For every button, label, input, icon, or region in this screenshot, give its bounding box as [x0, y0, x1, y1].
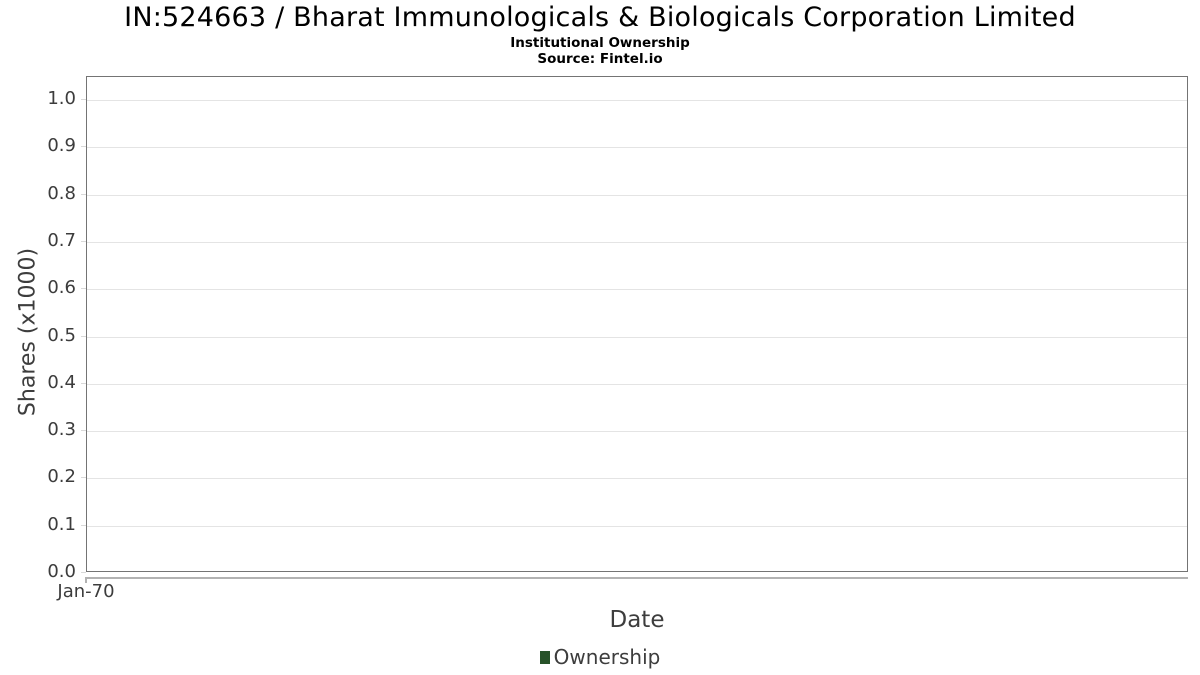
- y-tick-mark: [81, 193, 86, 195]
- y-tick-mark: [81, 240, 86, 242]
- legend-label-ownership: Ownership: [553, 645, 661, 669]
- y-tick-mark: [81, 288, 86, 290]
- chart-title: IN:524663 / Bharat Immunologicals & Biol…: [124, 2, 1076, 33]
- gridline-y-0.7: [87, 241, 1187, 243]
- y-tick-label-0.1: 0.1: [47, 513, 76, 535]
- y-tick-mark: [81, 335, 86, 337]
- gridline-y-0.1: [87, 525, 1187, 527]
- y-tick-label-0.5: 0.5: [47, 324, 76, 346]
- y-tick-mark: [81, 99, 86, 100]
- gridline-y-0.2: [87, 478, 1187, 480]
- x-tick-mark-Jan-70: [85, 577, 87, 583]
- y-tick-mark: [81, 524, 86, 526]
- y-tick-label-0.6: 0.6: [47, 277, 76, 299]
- y-tick-label-1.0: 1.0: [47, 88, 76, 109]
- y-tick-label-0.9: 0.9: [47, 135, 76, 157]
- chart-subtitle: Institutional Ownership: [510, 35, 690, 51]
- y-tick-label-0.3: 0.3: [47, 419, 76, 441]
- plot-area: [86, 76, 1188, 572]
- y-tick-mark: [81, 430, 86, 432]
- gridline-y-0.9: [87, 147, 1187, 149]
- y-tick-label-0.8: 0.8: [47, 182, 76, 204]
- legend-marker-ownership: [539, 650, 550, 664]
- gridline-y-0.8: [87, 194, 1187, 196]
- gridline-y-0.3: [87, 431, 1187, 433]
- legend: Ownership: [0, 645, 1200, 669]
- gridline-y-1.0: [87, 100, 1187, 101]
- y-tick-mark: [81, 572, 86, 573]
- gridline-y-0.5: [87, 336, 1187, 338]
- y-tick-label-0.4: 0.4: [47, 371, 76, 393]
- x-axis-line: [86, 577, 1188, 579]
- gridline-y-0.4: [87, 383, 1187, 385]
- y-tick-mark: [81, 382, 86, 384]
- x-axis-title: Date: [609, 607, 665, 633]
- chart-source: Source: Fintel.io: [537, 51, 663, 67]
- y-tick-label-0.0: 0.0: [47, 561, 76, 582]
- y-tick-mark: [81, 477, 86, 479]
- y-tick-label-0.2: 0.2: [47, 466, 76, 488]
- y-tick-mark: [81, 146, 86, 148]
- x-tick-label-Jan-70: Jan-70: [57, 581, 115, 602]
- y-tick-label-0.7: 0.7: [47, 229, 76, 251]
- gridline-y-0.6: [87, 289, 1187, 291]
